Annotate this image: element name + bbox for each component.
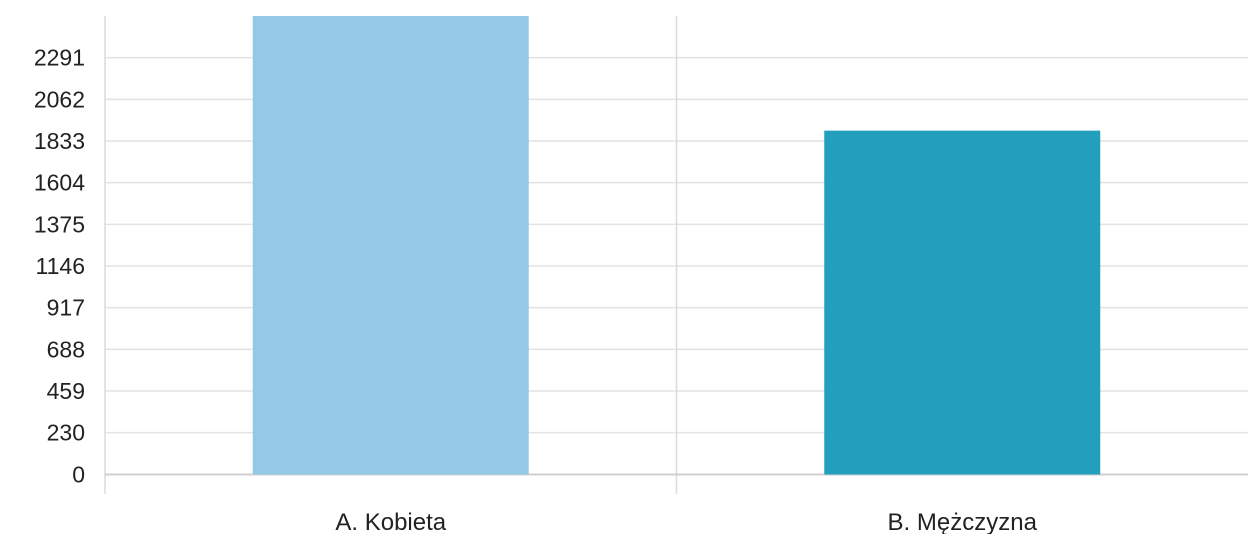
x-axis-category-labels: A. Kobieta B. Mężczyzna (335, 509, 1037, 534)
y-tick-label: 0 (72, 462, 85, 488)
y-tick-label: 1833 (34, 128, 85, 154)
y-tick-label: 1604 (34, 170, 85, 196)
bar-2 (824, 130, 1101, 475)
y-tick-label: 459 (47, 378, 85, 404)
bars (252, 16, 1101, 475)
x-category-label: B. Mężczyzna (888, 509, 1038, 534)
bar-1 (252, 16, 529, 475)
y-tick-label: 2291 (34, 45, 85, 71)
y-tick-label: 230 (47, 420, 85, 446)
y-tick-label: 917 (47, 295, 85, 321)
x-category-label: A. Kobieta (335, 509, 446, 534)
y-tick-label: 2062 (34, 86, 85, 112)
y-axis-tick-labels: 0 230 459 688 917 1146 1375 1604 1833 2062 2291 (34, 45, 85, 488)
y-tick-label: 688 (47, 336, 85, 362)
y-tick-label: 1375 (34, 211, 85, 237)
y-tick-label: 1146 (36, 253, 85, 279)
